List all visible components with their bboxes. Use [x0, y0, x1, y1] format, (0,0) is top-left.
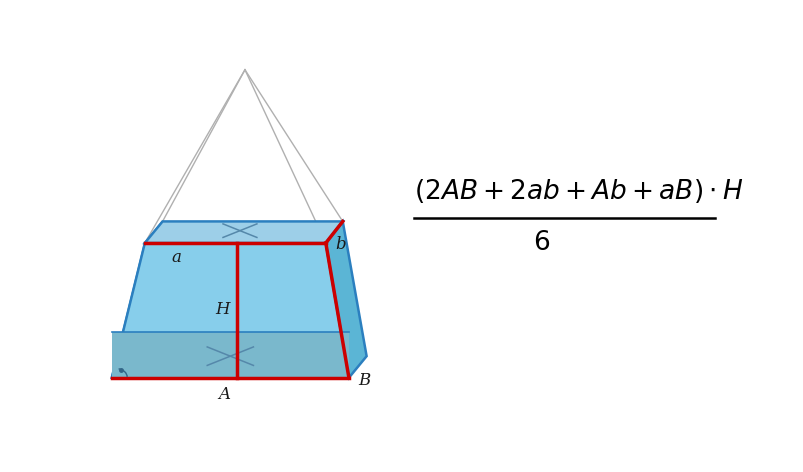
Polygon shape: [145, 221, 342, 243]
Text: b: b: [335, 236, 345, 253]
Text: a: a: [172, 249, 181, 266]
Polygon shape: [112, 356, 366, 378]
Polygon shape: [112, 243, 349, 378]
Polygon shape: [325, 221, 366, 378]
Text: A: A: [218, 386, 230, 403]
Text: H: H: [215, 301, 230, 318]
Text: B: B: [357, 372, 370, 389]
Text: $\mathit{6}$: $\mathit{6}$: [532, 230, 549, 255]
Polygon shape: [112, 331, 349, 378]
Text: $\mathit{(2AB + 2ab + Ab + aB) \cdot H}$: $\mathit{(2AB + 2ab + Ab + aB) \cdot H}$: [414, 177, 743, 205]
Polygon shape: [112, 221, 162, 378]
